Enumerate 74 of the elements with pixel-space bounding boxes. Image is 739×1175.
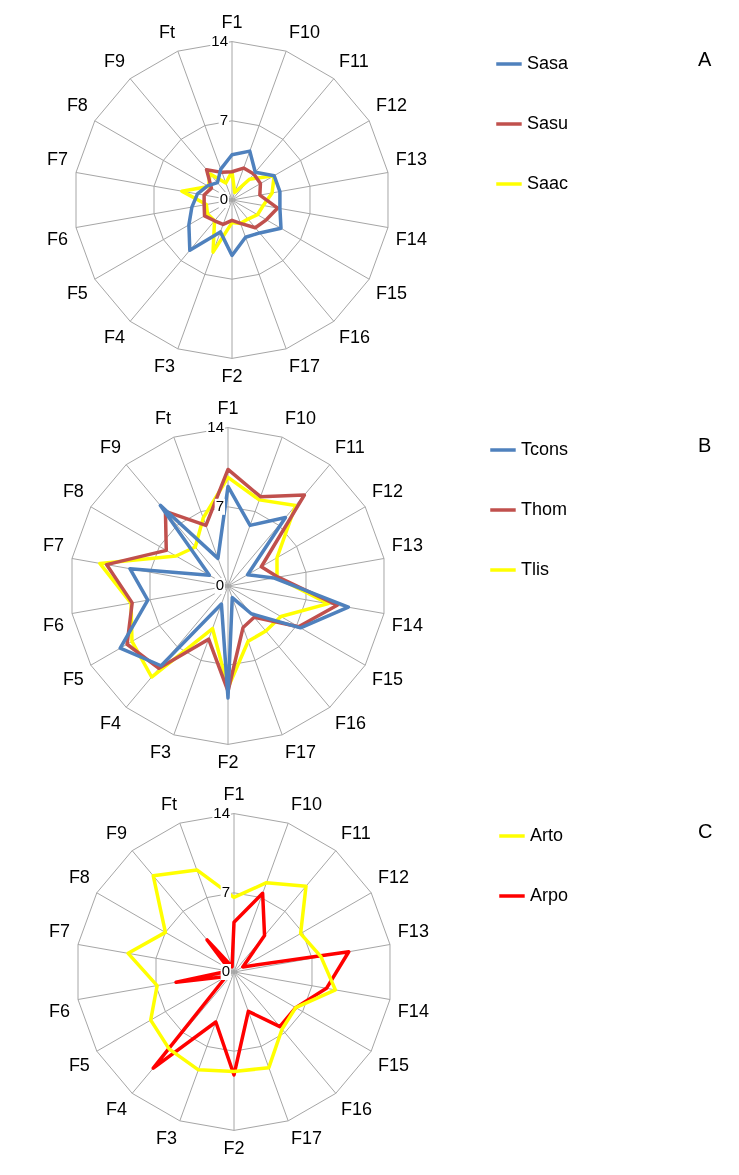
spoke-label: F17 [290, 1128, 322, 1149]
text: B [698, 434, 712, 457]
spoke-label: F8 [66, 94, 88, 115]
spoke-label: F10 [290, 793, 322, 814]
spoke-label: F14 [397, 1000, 429, 1021]
spoke-label: F3 [154, 356, 176, 377]
spoke-label: F13 [391, 535, 423, 556]
spoke-label: F2 [217, 752, 239, 773]
legend-label: Sasu [526, 112, 568, 133]
spoke-label: F17 [288, 356, 320, 377]
y-tick-label: 7 [219, 110, 228, 128]
y-tick-label: 7 [221, 882, 230, 900]
spoke-label: F15 [372, 668, 404, 689]
spoke-label: F14 [391, 614, 423, 635]
spoke-label: F1 [217, 397, 239, 418]
y-tick-label: 7 [215, 496, 224, 514]
spoke-label: F9 [106, 822, 128, 843]
spoke-label: F9 [104, 50, 126, 71]
spoke-label: F10 [284, 407, 316, 428]
spoke-label: F5 [68, 1054, 90, 1075]
y-tick-label: 0 [215, 576, 224, 594]
spoke-label: F5 [62, 668, 84, 689]
legend-label: Arto [529, 824, 563, 845]
spoke-label: F3 [156, 1128, 178, 1149]
spoke-label: Ft [159, 21, 176, 42]
legend-label: Tcons [520, 438, 569, 459]
spoke-label: F3 [150, 742, 172, 763]
legend-label: Sasa [526, 52, 569, 73]
spoke-label: F13 [397, 921, 429, 942]
spoke-label: F6 [47, 228, 69, 249]
spoke-label: F5 [66, 282, 88, 303]
y-tick-label: 14 [213, 803, 230, 821]
spoke-label: F10 [288, 21, 320, 42]
spoke-label: F13 [395, 149, 427, 170]
spoke-label: F11 [334, 436, 365, 457]
spoke-label: F8 [62, 480, 84, 501]
spoke-label: Ft [161, 793, 178, 814]
legend-label: Arpo [529, 884, 569, 905]
y-tick-label: 0 [221, 962, 230, 980]
spoke-label: F6 [43, 614, 65, 635]
text: A [698, 48, 712, 71]
y-tick-label: 0 [219, 190, 228, 208]
spoke-label: F2 [223, 1138, 245, 1159]
legend-label: Saac [526, 172, 568, 193]
spoke-label: F11 [340, 822, 371, 843]
y-tick-label: 14 [211, 31, 228, 49]
spoke-label: F17 [284, 742, 316, 763]
spoke-label: F12 [372, 480, 404, 501]
spoke-label: F9 [100, 436, 122, 457]
spoke-label: F6 [49, 1000, 71, 1021]
spoke-label: F14 [395, 228, 427, 249]
spoke-label: F8 [68, 866, 90, 887]
legend-label: Thom [520, 498, 567, 519]
spoke-label: F15 [376, 282, 408, 303]
legend-label: Tlis [520, 558, 549, 579]
spoke-label: F12 [376, 94, 408, 115]
spoke-label: F1 [223, 783, 245, 804]
spoke-label: F7 [47, 149, 69, 170]
spoke-label: F2 [221, 366, 243, 387]
spoke-label: Ft [155, 407, 172, 428]
text: C [698, 820, 713, 843]
spoke-label: F4 [100, 713, 122, 734]
spoke-label: F7 [43, 535, 65, 556]
spoke-label: F4 [106, 1099, 128, 1120]
spoke-label: F16 [334, 713, 366, 734]
spoke-label: F7 [49, 921, 71, 942]
spoke-label: F4 [104, 327, 126, 348]
spoke-label: F16 [338, 327, 370, 348]
spoke-label: F1 [221, 11, 243, 32]
spoke-label: F12 [378, 866, 410, 887]
y-tick-label: 14 [207, 417, 224, 435]
spoke-label: F15 [378, 1054, 410, 1075]
spoke-label: F16 [340, 1099, 372, 1120]
spoke-label: F11 [338, 50, 369, 71]
